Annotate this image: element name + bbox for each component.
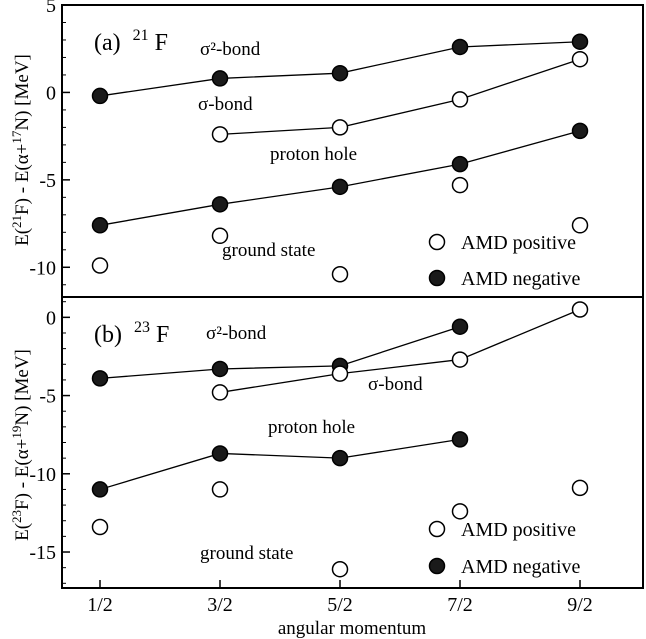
legend-b: AMD positive AMD negative bbox=[428, 519, 581, 578]
y-ticks-a: 5 0 -5 -10 bbox=[29, 0, 70, 286]
x-tick-label: 7/2 bbox=[447, 594, 473, 616]
panel-label-b: (b) 23 F bbox=[94, 312, 169, 348]
annotation-sigma2-bond-b: σ²-bond bbox=[206, 323, 267, 344]
annotation-proton-hole-a: proton hole bbox=[270, 144, 357, 165]
legend-marker-negative-a bbox=[428, 269, 446, 287]
data-point-proton-hole bbox=[91, 217, 109, 234]
data-point--bond bbox=[331, 119, 349, 136]
y-tick-label: 0 bbox=[46, 307, 56, 329]
x-tick-label: 9/2 bbox=[567, 594, 593, 616]
nucleus-symbol-a: F bbox=[155, 30, 168, 56]
data-point--bond bbox=[211, 70, 229, 87]
y-tick-label: -10 bbox=[29, 464, 56, 486]
data-point--bond bbox=[571, 50, 589, 68]
annotation-sigma2-bond-a: σ²-bond bbox=[200, 39, 261, 60]
nucleus-mass-a: 21 bbox=[133, 27, 149, 44]
legend-marker-negative-b bbox=[428, 557, 446, 575]
data-point-proton-hole bbox=[91, 481, 109, 498]
data-point--bond bbox=[451, 91, 469, 108]
series-lines-b bbox=[99, 308, 581, 491]
y-ticks-b: 0 -5 -10 -15 bbox=[29, 301, 70, 584]
data-point-ground-state bbox=[91, 518, 109, 536]
x-axis-ticks: 1/2 3/2 5/2 7/2 9/2 bbox=[87, 580, 593, 616]
x-tick-label: 5/2 bbox=[327, 594, 353, 616]
data-point-proton-hole bbox=[451, 155, 469, 173]
legend-label-negative-a: AMD negative bbox=[461, 268, 581, 290]
data-point-proton-hole bbox=[211, 445, 229, 462]
data-point--bond bbox=[331, 64, 349, 82]
data-point--bond bbox=[211, 384, 229, 401]
x-axis-label: angular momentum bbox=[278, 618, 426, 639]
data-point-proton-hole bbox=[331, 449, 349, 467]
data-point--bond bbox=[571, 33, 589, 50]
data-point-ground-state bbox=[91, 257, 109, 274]
data-point-ground-state bbox=[211, 227, 229, 245]
x-tick-label: 1/2 bbox=[87, 594, 113, 616]
data-point-ground-state bbox=[211, 481, 229, 498]
panel-a: 5 0 -5 -10 (a) 21 F σ²-bond σ-bond proton h… bbox=[9, 0, 644, 298]
y-tick-label: 0 bbox=[46, 82, 56, 104]
series-line-proton-hole bbox=[99, 438, 461, 491]
data-point-proton-hole bbox=[451, 431, 469, 448]
data-point-ground-state bbox=[451, 176, 469, 194]
data-point--bond bbox=[451, 318, 469, 335]
data-point-proton-hole bbox=[331, 178, 349, 196]
y-tick-label: -15 bbox=[29, 542, 56, 564]
annotation-sigma-bond-b: σ-bond bbox=[368, 374, 423, 395]
series-line--bond bbox=[219, 308, 581, 394]
series-line--bond bbox=[219, 58, 581, 136]
y-axis-label-a: E(21F) - E(α+17N) [MeV] bbox=[9, 54, 33, 246]
series-line--bond bbox=[99, 326, 461, 380]
annotation-proton-hole-b: proton hole bbox=[268, 417, 355, 438]
data-point--bond bbox=[91, 87, 109, 105]
data-point-ground-state bbox=[331, 560, 349, 578]
data-point--bond bbox=[91, 370, 109, 387]
plot-frame-b bbox=[61, 296, 644, 589]
y-axis-label-b: E(23F) - E(α+19N) [MeV] bbox=[9, 349, 33, 541]
data-point--bond bbox=[571, 301, 589, 318]
y-tick-label: -10 bbox=[29, 257, 56, 279]
x-tick-label: 3/2 bbox=[207, 594, 233, 616]
panel-b: 0 -5 -10 -15 (b) 23 F σ²-bond σ-bond proton… bbox=[9, 296, 644, 589]
data-point--bond bbox=[211, 360, 229, 378]
data-point-proton-hole bbox=[211, 196, 229, 213]
y-tick-label: -5 bbox=[39, 170, 56, 192]
data-point-ground-state bbox=[571, 479, 589, 497]
legend-a: AMD positive AMD negative bbox=[428, 232, 581, 290]
legend-label-positive-b: AMD positive bbox=[461, 519, 576, 541]
data-point-ground-state bbox=[451, 503, 469, 520]
annotation-ground-state-b: ground state bbox=[200, 543, 293, 564]
data-point--bond bbox=[451, 351, 469, 368]
legend-marker-positive-b bbox=[428, 520, 446, 538]
data-point--bond bbox=[331, 365, 349, 382]
legend-label-negative-b: AMD negative bbox=[461, 556, 581, 578]
panel-label-a: (a) 21 F bbox=[94, 20, 168, 56]
y-tick-label: 5 bbox=[46, 0, 56, 17]
data-point-ground-state bbox=[571, 217, 589, 234]
data-point-ground-state bbox=[331, 266, 349, 283]
legend-marker-positive-a bbox=[428, 233, 446, 251]
legend-label-positive-a: AMD positive bbox=[461, 232, 576, 254]
data-point--bond bbox=[451, 38, 469, 56]
y-tick-label: -5 bbox=[39, 386, 56, 408]
data-point--bond bbox=[211, 126, 229, 143]
nucleus-symbol-b: F bbox=[156, 322, 169, 348]
data-point-proton-hole bbox=[571, 122, 589, 140]
nucleus-mass-b: 23 bbox=[134, 319, 150, 336]
annotation-sigma-bond-a: σ-bond bbox=[198, 94, 253, 115]
data-markers-b bbox=[91, 301, 589, 578]
annotation-ground-state-a: ground state bbox=[222, 240, 315, 261]
data-markers-a bbox=[91, 33, 589, 283]
